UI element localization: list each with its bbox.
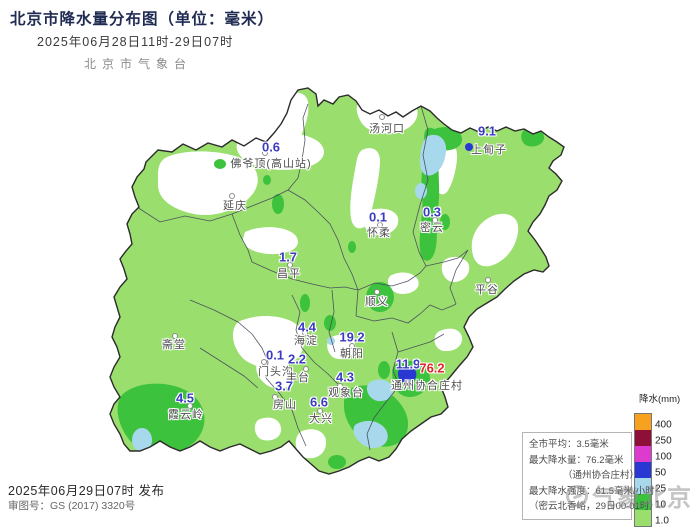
station-value: 0.1	[265, 347, 285, 363]
legend-color-400	[635, 414, 651, 430]
stats-line: 最大降水强度：61.5毫米/小时	[529, 485, 655, 497]
legend-color-25	[635, 478, 651, 494]
station-dot	[432, 217, 438, 223]
precip-25-50mm-patches	[132, 134, 447, 452]
station-label: 密云	[420, 222, 444, 234]
stats-box: 全市平均：3.5毫米最大降水量：76.2毫米 （通州协合庄村） 最大降水强度：61.…	[522, 432, 659, 520]
stats-lines: 全市平均：3.5毫米最大降水量：76.2毫米 （通州协合庄村） 最大降水强度：61.…	[529, 437, 659, 515]
legend-color-100	[635, 446, 651, 462]
station-label: 延庆	[223, 200, 247, 212]
station-label: 门头沟	[258, 366, 294, 378]
page-title: 北京市降水量分布图（单位：毫米）	[10, 11, 275, 28]
precip-below-1mm-patches	[157, 92, 519, 459]
station-value: 1.7	[278, 249, 298, 265]
legend-color-1.0	[635, 510, 651, 526]
station-value: 19.2	[339, 329, 365, 345]
stats-line: 最大降水量：76.2毫米	[529, 454, 624, 466]
legend-label: 50	[655, 467, 667, 479]
station-value: 4.4	[297, 319, 317, 335]
station-value: 11.9	[395, 356, 421, 372]
station-dot	[229, 193, 235, 199]
station-dot	[317, 408, 323, 414]
station-label: 佛爷顶(高山站)	[230, 158, 312, 170]
date-range: 2025年06月28日11时-29日07时	[37, 35, 234, 49]
station-label: 观象台	[328, 387, 364, 399]
legend-label: 250	[655, 435, 672, 447]
station-label: 昌平	[277, 268, 301, 280]
station-dot	[349, 343, 355, 349]
legend-label: 1.0	[655, 515, 669, 527]
station-value: 3.7	[274, 378, 294, 394]
station-dot	[187, 403, 193, 409]
issue-time: 2025年06月29日07时 发布	[8, 484, 165, 498]
station-dot	[262, 150, 268, 156]
station-dot	[379, 114, 385, 120]
legend-label: 10	[655, 499, 667, 511]
station-label: 平谷	[475, 284, 499, 296]
station-dot	[302, 330, 308, 336]
station-value: 4.3	[335, 369, 355, 385]
station-label: 通州协合庄村	[391, 380, 463, 392]
legend-label: 100	[655, 451, 672, 463]
station-label: 大兴	[309, 413, 333, 425]
station-dot	[377, 222, 383, 228]
station-value: 2.2	[287, 351, 307, 367]
legend-label: 400	[655, 419, 672, 431]
station-dot	[485, 277, 491, 283]
station-label: 上甸子	[471, 144, 507, 156]
legend-title: 降水(mm)	[639, 394, 681, 405]
station-value: 76.2	[419, 360, 445, 376]
station-dot	[337, 383, 343, 389]
station-dot	[303, 366, 309, 372]
station-dot	[261, 359, 267, 365]
station-label: 斋堂	[162, 339, 186, 351]
station-value: 0.6	[261, 139, 281, 155]
legend-labels: 400 250 100 50 25 10 1.0	[655, 413, 685, 527]
agency-name: 北京市气象台	[84, 57, 193, 71]
station-dot	[287, 262, 293, 268]
stats-line: 全市平均：3.5毫米	[529, 439, 609, 450]
station-value: 6.6	[309, 394, 329, 410]
district-boundaries	[136, 103, 469, 451]
station-label: 怀柔	[367, 227, 391, 239]
legend-color-10	[635, 494, 651, 510]
station-value: 4.5	[175, 390, 195, 406]
station-label: 房山	[273, 399, 297, 411]
stats-line: （密云北香峪，29日00-01时）	[529, 501, 659, 512]
station-value: 0.1	[368, 209, 388, 225]
station-label: 霞云岭	[168, 409, 204, 421]
legend-label: 25	[655, 483, 667, 495]
station-dot	[465, 143, 473, 151]
station-label: 海淀	[294, 335, 318, 347]
legend-color-250	[635, 430, 651, 446]
station-label: 朝阳	[340, 348, 364, 360]
station-label: 顺义	[365, 296, 389, 308]
station-value: 9.1	[477, 123, 497, 139]
station-value: 0.3	[422, 204, 442, 220]
stats-line: （通州协合庄村）	[563, 470, 640, 481]
legend-color-50	[635, 462, 651, 478]
station-label: 汤河口	[369, 123, 405, 135]
station-label: 丰台	[286, 372, 310, 384]
map-approval-number: 审图号：GS (2017) 3320号	[8, 500, 136, 512]
legend-color-bar	[634, 413, 652, 527]
station-dot	[374, 289, 380, 295]
station-dot	[272, 394, 278, 400]
station-dot	[172, 333, 178, 339]
